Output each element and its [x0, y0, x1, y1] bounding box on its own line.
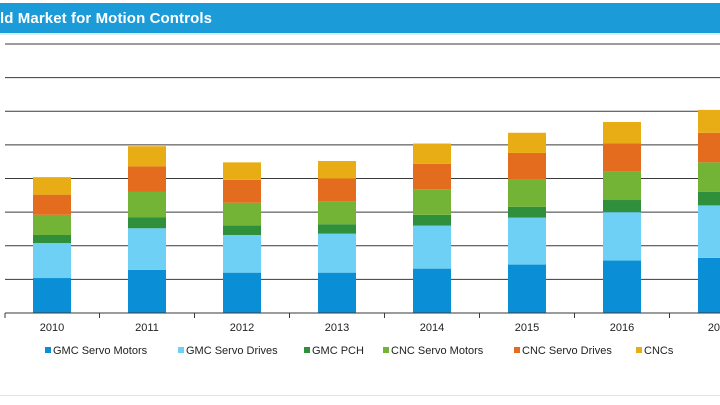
legend-swatch: [178, 347, 184, 353]
bar-segment: [413, 163, 451, 190]
bar-segment: [128, 166, 166, 192]
bar-segment: [128, 146, 166, 167]
bar-segment: [413, 268, 451, 313]
bar-segment: [508, 152, 546, 180]
bar-segment: [603, 212, 641, 261]
bar-segment: [603, 200, 641, 213]
legend-label: CNCs: [644, 345, 674, 357]
legend-label: GMC Servo Motors: [53, 345, 148, 357]
bar-segment: [128, 228, 166, 270]
bar-segment: [508, 132, 546, 153]
bar-segment: [128, 269, 166, 313]
bar-segment: [698, 205, 720, 258]
bar-segment: [603, 143, 641, 172]
x-tick-label: 201: [708, 322, 720, 334]
gridlines: [5, 43, 720, 280]
bar-segment: [698, 109, 720, 133]
legend-label: GMC PCH: [312, 345, 364, 357]
bar-segment: [33, 177, 71, 195]
x-tick-label: 2011: [135, 322, 159, 334]
bar-segment: [508, 206, 546, 218]
chart-title-bar: ld Market for Motion Controls: [0, 3, 720, 33]
x-tick-label: 2013: [325, 322, 349, 334]
bar-segment: [128, 191, 166, 218]
bars-group: [33, 109, 720, 313]
bar-segment: [223, 272, 261, 313]
bar-segment: [223, 234, 261, 273]
x-tick-label: 2012: [230, 322, 254, 334]
bar-segment: [413, 225, 451, 269]
bar-segment: [318, 178, 356, 202]
bar-segment: [603, 122, 641, 144]
x-tick-label: 2016: [610, 322, 634, 334]
bar-segment: [223, 202, 261, 226]
bar-segment: [318, 201, 356, 225]
legend: GMC Servo Motors GMC Servo Drives GMC PCH C…: [45, 345, 674, 357]
bar-segment: [33, 278, 71, 313]
legend-swatch: [636, 347, 642, 353]
legend-swatch: [514, 347, 520, 353]
bar-segment: [223, 225, 261, 235]
x-axis: 2010 2011 2012 2013 2014 2015 2016 201: [4, 312, 720, 334]
chart-title: ld Market for Motion Controls: [0, 10, 213, 27]
bar-segment: [508, 179, 546, 207]
legend-label: CNC Servo Drives: [522, 345, 612, 357]
bar-segment: [223, 179, 261, 203]
bar-segment: [603, 171, 641, 201]
stacked-bar-chart: 2010 2011 2012 2013 2014 2015 2016 201 GMC Serv…: [4, 43, 720, 357]
x-tick-label: 2015: [515, 322, 539, 334]
bar-segment: [33, 234, 71, 244]
legend-label: GMC Servo Drives: [186, 345, 278, 357]
bar-segment: [698, 162, 720, 192]
bar-segment: [223, 162, 261, 180]
x-tick-label: 2010: [40, 322, 64, 334]
bar-segment: [413, 189, 451, 215]
legend-swatch: [383, 347, 389, 353]
bar-segment: [698, 191, 720, 206]
title-underline: [0, 33, 720, 35]
bar-segment: [128, 217, 166, 229]
bar-segment: [413, 143, 451, 164]
bar-segment: [33, 194, 71, 215]
bar-segment: [603, 260, 641, 313]
bar-segment: [318, 233, 356, 273]
legend-label: CNC Servo Motors: [391, 345, 484, 357]
bar-segment: [33, 243, 71, 279]
bar-segment: [33, 214, 71, 235]
bar-segment: [698, 132, 720, 163]
bar-segment: [318, 161, 356, 179]
bar-segment: [698, 257, 720, 313]
legend-swatch: [45, 347, 51, 353]
bar-segment: [413, 214, 451, 226]
legend-swatch: [304, 347, 310, 353]
x-tick-label: 2014: [420, 322, 444, 334]
bar-segment: [318, 224, 356, 234]
bar-segment: [508, 264, 546, 313]
bar-segment: [508, 217, 546, 265]
bar-segment: [318, 272, 356, 313]
bottom-divider: [0, 395, 720, 396]
